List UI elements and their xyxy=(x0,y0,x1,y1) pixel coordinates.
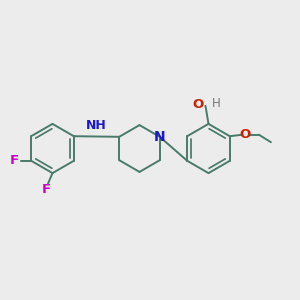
Text: NH: NH xyxy=(86,118,107,132)
Text: N: N xyxy=(154,130,166,144)
Text: O: O xyxy=(240,128,251,141)
Text: H: H xyxy=(212,97,221,110)
Text: O: O xyxy=(193,98,204,111)
Text: F: F xyxy=(10,154,19,167)
Text: F: F xyxy=(42,183,51,196)
